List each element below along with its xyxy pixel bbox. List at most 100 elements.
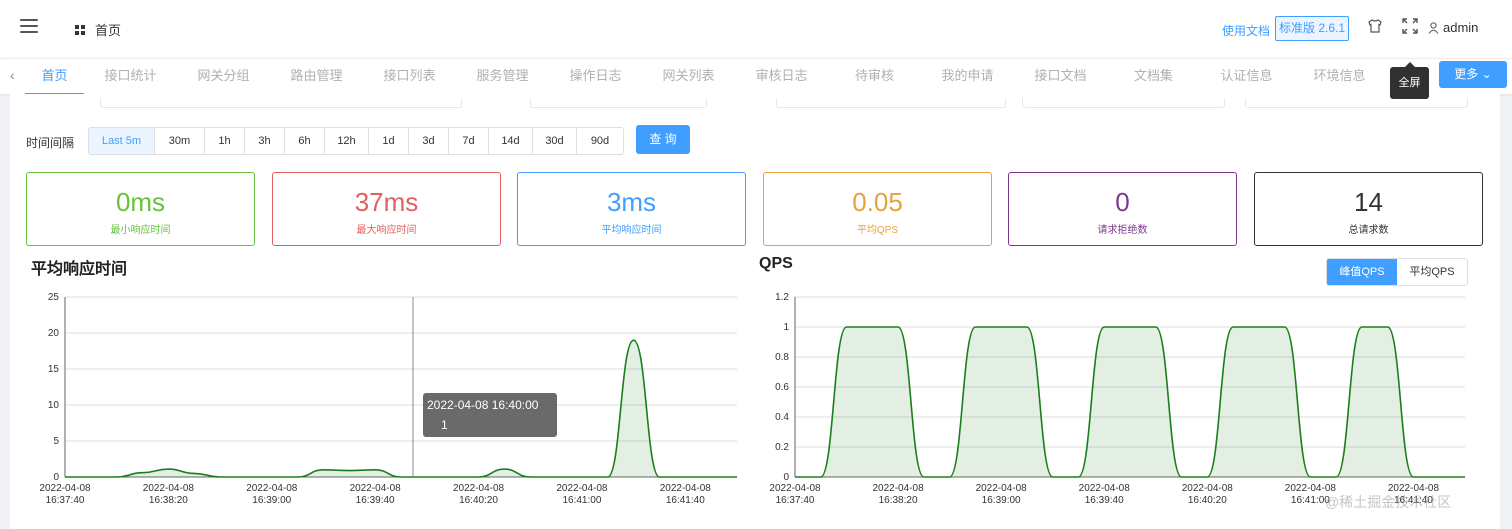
tab-item[interactable]: 审核日志 (755, 68, 808, 83)
x-tick-label: 2022-04-08 (1182, 483, 1234, 494)
tab-item[interactable]: 接口列表 (383, 68, 436, 83)
stat-value: 0.05 (852, 187, 903, 217)
filter-select[interactable] (530, 98, 707, 108)
time-interval-option[interactable]: 1d (369, 128, 409, 154)
x-tick-label: 2022-04-08 (1079, 483, 1131, 494)
x-tick-label: 2022-04-08 (350, 483, 402, 494)
filter-select[interactable] (100, 98, 462, 108)
chart-tooltip: 2022-04-08 16:40:00 1 (423, 393, 557, 437)
time-interval-option[interactable]: 6h (285, 128, 325, 154)
time-interval-option[interactable]: 3h (245, 128, 285, 154)
stat-label: 最小响应时间 (110, 225, 171, 236)
x-tick-label: 16:37:40 (46, 495, 85, 506)
avg-response-chart-title: 平均响应时间 (31, 261, 128, 278)
tab-item[interactable]: 文档集 (1133, 68, 1173, 83)
x-tick-label: 16:40:20 (1188, 495, 1227, 506)
x-tick-label: 2022-04-08 (556, 483, 608, 494)
tab-item[interactable]: 路由管理 (290, 68, 343, 83)
tabs-scroll-left-icon[interactable]: ‹ (10, 67, 15, 83)
time-interval-option[interactable]: Last 5m (89, 128, 155, 154)
stat-label: 总请求数 (1348, 225, 1389, 236)
fullscreen-tooltip: 全屏 (1390, 62, 1429, 99)
tab-item[interactable]: 我的申请 (941, 68, 994, 83)
y-tick-label: 1 (783, 322, 789, 333)
time-interval-option[interactable]: 7d (449, 128, 489, 154)
x-tick-label: 2022-04-08 (246, 483, 298, 494)
y-tick-label: 10 (48, 400, 60, 411)
tabs-list: 首页 接口统计 网关分组 路由管理 接口列表 服务管理 操作日志 网关列表 审核日志 待审核 我的申… (25, 59, 1386, 95)
y-tick-label: 25 (48, 292, 60, 303)
series-line (795, 326, 1465, 478)
time-interval-option[interactable]: 14d (489, 128, 533, 154)
time-interval-option[interactable]: 1h (205, 128, 245, 154)
tab-item[interactable]: 待审核 (854, 68, 894, 83)
x-tick-label: 16:39:40 (356, 495, 395, 506)
x-tick-label: 2022-04-08 (660, 483, 712, 494)
y-tick-label: 0.4 (775, 412, 789, 423)
filter-select[interactable] (1022, 98, 1225, 108)
fullscreen-icon[interactable] (1401, 18, 1419, 36)
x-tick-label: 16:41:40 (1394, 495, 1433, 506)
tab-item[interactable]: 认证信息 (1220, 68, 1273, 83)
x-tick-label: 16:39:00 (982, 495, 1021, 506)
stat-value: 37ms (354, 187, 419, 217)
stat-value: 3ms (606, 187, 657, 217)
query-button[interactable]: 查 询 (636, 125, 690, 154)
breadcrumb-label[interactable]: 首页 (95, 23, 122, 38)
dashboard-content: 时间间隔 Last 5m 30m 1h 3h 6h 12h 1d 3d 7d 14d 30d 90d … (10, 94, 1500, 529)
doc-link[interactable]: 使用文档 (1222, 24, 1271, 38)
peak-qps-button[interactable]: 峰值QPS (1327, 259, 1397, 285)
stat-card: 0ms 最小响应时间 (26, 172, 255, 246)
tab-item[interactable]: 首页 (25, 59, 84, 95)
user-menu[interactable]: admin (1428, 20, 1478, 35)
version-badge[interactable]: 标准版 2.6.1 (1275, 16, 1349, 41)
stat-value: 0 (1115, 187, 1130, 217)
tab-item[interactable]: 接口文档 (1034, 68, 1087, 83)
x-tick-label: 16:41:00 (562, 495, 601, 506)
qps-chart-title: QPS (759, 255, 793, 272)
x-tick-label: 16:41:40 (666, 495, 705, 506)
time-interval-option[interactable]: 3d (409, 128, 449, 154)
stat-value: 0ms (115, 187, 166, 217)
menu-toggle-icon[interactable] (20, 19, 38, 33)
stat-label: 最大响应时间 (356, 225, 417, 236)
theme-shirt-icon[interactable] (1366, 18, 1384, 36)
stat-card: 37ms 最大响应时间 (272, 172, 501, 246)
x-tick-label: 2022-04-08 (872, 483, 924, 494)
tab-item[interactable]: 服务管理 (476, 68, 529, 83)
stat-value: 14 (1354, 187, 1383, 217)
username: admin (1443, 20, 1479, 35)
time-interval-option[interactable]: 90d (577, 128, 623, 154)
watermark: @稀土掘金技术社区 (1325, 494, 1452, 510)
time-interval-group: Last 5m 30m 1h 3h 6h 12h 1d 3d 7d 14d 30d 90d (88, 127, 624, 155)
qps-toggle: 峰值QPS 平均QPS (1326, 258, 1468, 286)
breadcrumb: 首页 (75, 20, 121, 39)
time-interval-option[interactable]: 30d (533, 128, 577, 154)
y-tick-label: 0.8 (775, 352, 789, 363)
stat-card: 14 总请求数 (1254, 172, 1483, 246)
x-tick-label: 16:38:20 (879, 495, 918, 506)
avg-qps-button[interactable]: 平均QPS (1397, 259, 1467, 285)
tooltip-value: 1 (441, 418, 448, 432)
time-interval-option[interactable]: 12h (325, 128, 369, 154)
filter-select[interactable] (776, 98, 1006, 108)
x-tick-label: 16:37:40 (776, 495, 815, 506)
tab-item[interactable]: 环境信息 (1313, 68, 1366, 83)
tab-item[interactable]: 操作日志 (569, 68, 622, 83)
x-tick-label: 2022-04-08 (769, 483, 821, 494)
stat-card: 3ms 平均响应时间 (517, 172, 746, 246)
y-tick-label: 0 (53, 472, 59, 483)
tooltip-time: 2022-04-08 16:40:00 (427, 398, 539, 412)
x-tick-label: 2022-04-08 (453, 483, 505, 494)
filter-select[interactable] (1245, 98, 1468, 108)
x-tick-label: 16:40:20 (459, 495, 498, 506)
tab-item[interactable]: 网关列表 (662, 68, 715, 83)
more-button[interactable]: 更多 ⌄ (1439, 61, 1507, 88)
tab-item[interactable]: 接口统计 (104, 68, 157, 83)
time-interval-option[interactable]: 30m (155, 128, 205, 154)
x-tick-label: 16:39:00 (252, 495, 291, 506)
y-tick-label: 20 (48, 328, 60, 339)
series-line (65, 339, 737, 478)
tab-item[interactable]: 网关分组 (197, 68, 250, 83)
stat-label: 请求拒绝数 (1097, 225, 1148, 236)
